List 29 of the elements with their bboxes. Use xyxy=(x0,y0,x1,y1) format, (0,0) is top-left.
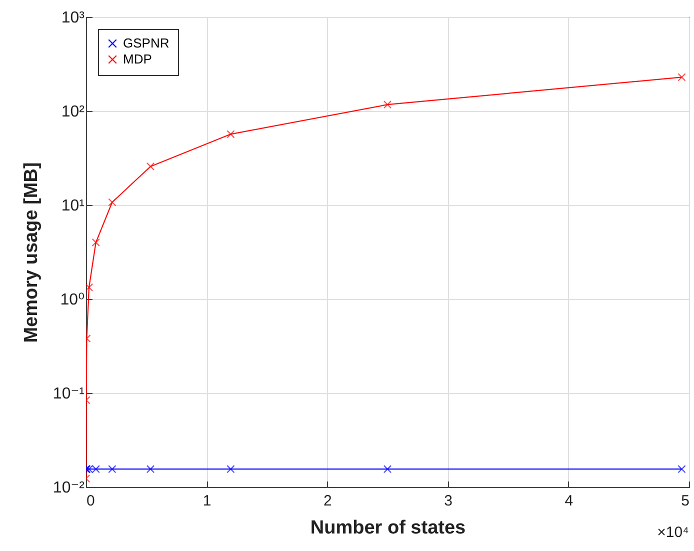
point xyxy=(146,465,155,474)
text: ×10⁴ xyxy=(657,524,689,541)
point xyxy=(108,465,116,474)
legend-label: GSPNR xyxy=(123,36,170,50)
x-tick-label: 5 xyxy=(681,492,690,510)
point xyxy=(226,465,235,474)
y-axis-title: Memory usage [MB] xyxy=(20,162,42,343)
x-axis-title: Number of states xyxy=(310,518,466,538)
y-tick-label: 10⁻² xyxy=(52,480,86,496)
y-tick-label: 10⁻¹ xyxy=(52,386,84,402)
point xyxy=(678,73,686,82)
y-tick-label: 10⁰ xyxy=(60,292,84,308)
point xyxy=(108,198,116,206)
x-tick-label: 4 xyxy=(564,492,574,510)
y-tick-label: 10³ xyxy=(61,10,86,26)
x-tick-label: 1 xyxy=(202,492,212,510)
x-tick-label: 2 xyxy=(324,492,332,510)
point xyxy=(226,130,235,138)
x-tick-label: 0 xyxy=(86,492,95,510)
point xyxy=(86,283,94,292)
point xyxy=(383,100,392,109)
point xyxy=(92,238,100,246)
point xyxy=(146,162,155,171)
point xyxy=(678,465,686,474)
y-tick-label: 10¹ xyxy=(61,198,84,214)
legend-label: MDP xyxy=(123,52,152,66)
y-tick-label: 10² xyxy=(61,104,86,120)
x-tick-label: 3 xyxy=(444,492,452,510)
point xyxy=(383,465,392,474)
